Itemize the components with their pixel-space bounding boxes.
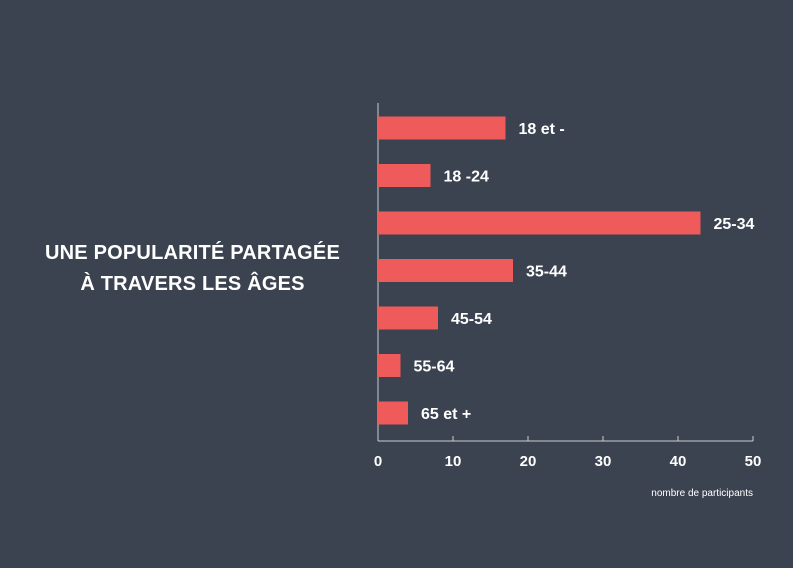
bar-3 [378,259,513,282]
bar-4 [378,306,438,330]
bar-label-6: 65 et + [421,406,471,423]
bar-label-1: 18 -24 [444,169,489,186]
bar-label-3: 35-44 [526,264,567,281]
bar-label-0: 18 et - [519,121,565,138]
x-axis-title: nombre de participants [651,488,753,499]
x-ticks-group: 0 10 20 30 40 50 [374,436,762,470]
x-tick-label-2: 20 [520,453,537,470]
chart-title: UNE POPULARITÉ PARTAGÉE À TRAVERS LES ÂG… [40,238,345,300]
title-line-2: À TRAVERS LES ÂGES [80,273,305,295]
bar-5 [378,354,401,377]
x-tick-label-5: 50 [745,453,762,470]
x-tick-label-0: 0 [374,453,382,470]
bar-2 [378,211,701,235]
x-tick-label-3: 30 [595,453,612,470]
bar-0 [378,116,506,140]
title-line-1: UNE POPULARITÉ PARTAGÉE [45,242,340,264]
bar-6 [378,401,408,425]
x-tick-label-4: 40 [670,453,687,470]
bar-label-5: 55-64 [414,359,455,376]
bar-1 [378,164,431,187]
x-tick-label-1: 10 [445,453,462,470]
bars-group: 18 et - 18 -24 25-34 35-44 45-54 55-64 65 et + [378,116,755,425]
bar-label-4: 45-54 [451,311,492,328]
bar-label-2: 25-34 [714,216,755,233]
